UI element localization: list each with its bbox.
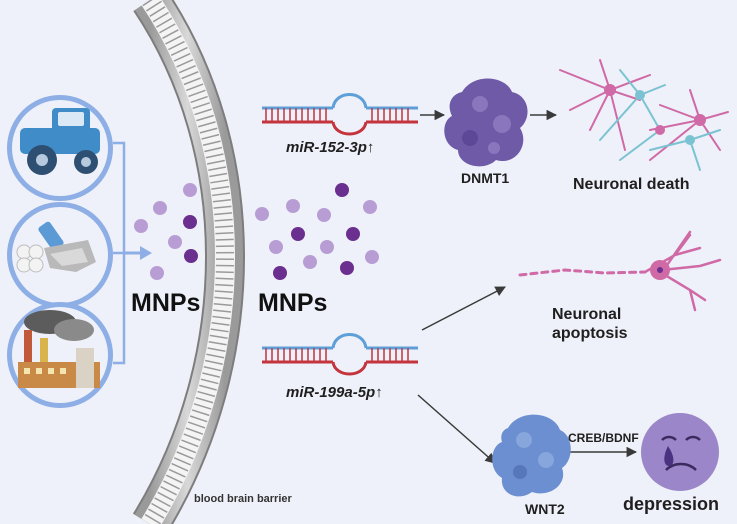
- wnt2-protein-icon: [492, 414, 571, 497]
- factory-icon: [7, 302, 113, 408]
- neuron-apoptosis-icon: [518, 230, 722, 312]
- mnps-label-outside: MNPs: [131, 289, 201, 317]
- dnmt1-protein-icon: [444, 78, 528, 167]
- blood-brain-barrier: [132, 0, 245, 524]
- microplastic-particles-inside: [255, 183, 379, 280]
- mnps-label-inside: MNPs: [258, 289, 328, 317]
- depression-label: depression: [623, 494, 720, 514]
- blood-brain-barrier-label: blood brain barrier: [194, 493, 292, 505]
- neuronal-apoptosis-label: Neuronal apoptosis: [552, 306, 628, 342]
- tractor-icon: [7, 95, 113, 201]
- plastic-waste-icon: [7, 202, 113, 308]
- neuronal-death-label: Neuronal death: [573, 176, 690, 193]
- sad-face-icon: [641, 413, 719, 491]
- arrow-mirna-to-wnt2: [417, 394, 496, 464]
- rna-hairpin-bottom: [262, 333, 418, 376]
- mirna-199a-label: miR-199a-5p↑: [286, 384, 383, 401]
- arrow-mirna-to-apoptosis: [421, 286, 506, 331]
- mirna-152-label: miR-152-3p↑: [286, 139, 375, 156]
- rna-hairpin-top: [262, 93, 418, 136]
- neuron-cluster-icon: [559, 59, 729, 171]
- creb-bdnf-label: CREB/BDNF: [568, 431, 639, 445]
- microplastic-particles-outside: [134, 183, 198, 280]
- sources-arrow-head: [140, 246, 152, 260]
- dnmt1-label: DNMT1: [461, 170, 510, 186]
- wnt2-label: WNT2: [525, 501, 565, 517]
